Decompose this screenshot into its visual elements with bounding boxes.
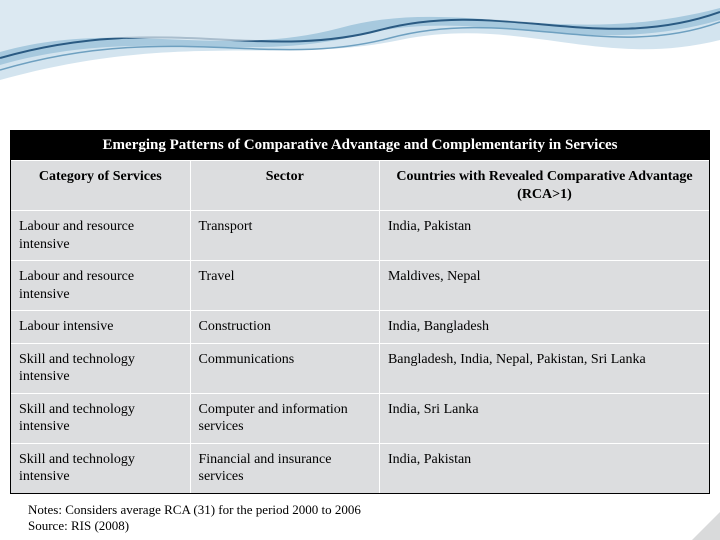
cell-sector: Financial and insurance services xyxy=(191,444,380,493)
cell-sector: Travel xyxy=(191,261,380,310)
cell-sector: Construction xyxy=(191,311,380,343)
cell-countries: India, Bangladesh xyxy=(380,311,709,343)
cell-category: Labour and resource intensive xyxy=(11,261,191,310)
cell-countries: India, Pakistan xyxy=(380,444,709,493)
cell-category: Labour and resource intensive xyxy=(11,211,191,260)
cell-countries: Maldives, Nepal xyxy=(380,261,709,310)
notes-line-2: Source: RIS (2008) xyxy=(28,518,710,535)
table-notes: Notes: Considers average RCA (31) for th… xyxy=(10,494,710,536)
table-title: Emerging Patterns of Comparative Advanta… xyxy=(11,131,709,161)
page-corner-fold xyxy=(692,512,720,540)
table-row: Skill and technology intensiveComputer a… xyxy=(11,394,709,444)
table-row: Labour and resource intensiveTransportIn… xyxy=(11,211,709,261)
table-row: Labour and resource intensiveTravelMaldi… xyxy=(11,261,709,311)
notes-line-1: Notes: Considers average RCA (31) for th… xyxy=(28,502,710,519)
cell-countries: India, Sri Lanka xyxy=(380,394,709,443)
table-header: Category of Services Sector Countries wi… xyxy=(11,161,709,211)
table-row: Labour intensiveConstructionIndia, Bangl… xyxy=(11,311,709,344)
col-header-sector: Sector xyxy=(191,161,380,210)
cell-sector: Communications xyxy=(191,344,380,393)
cell-category: Skill and technology intensive xyxy=(11,444,191,493)
cell-sector: Computer and information services xyxy=(191,394,380,443)
cell-countries: India, Pakistan xyxy=(380,211,709,260)
cell-category: Skill and technology intensive xyxy=(11,344,191,393)
table-row: Skill and technology intensiveCommunicat… xyxy=(11,344,709,394)
col-header-category: Category of Services xyxy=(11,161,191,210)
table-row: Skill and technology intensiveFinancial … xyxy=(11,444,709,493)
col-header-countries: Countries with Revealed Comparative Adva… xyxy=(380,161,709,210)
services-table: Emerging Patterns of Comparative Advanta… xyxy=(10,130,710,494)
cell-sector: Transport xyxy=(191,211,380,260)
cell-countries: Bangladesh, India, Nepal, Pakistan, Sri … xyxy=(380,344,709,393)
cell-category: Skill and technology intensive xyxy=(11,394,191,443)
slide-content: Emerging Patterns of Comparative Advanta… xyxy=(0,0,720,535)
cell-category: Labour intensive xyxy=(11,311,191,343)
